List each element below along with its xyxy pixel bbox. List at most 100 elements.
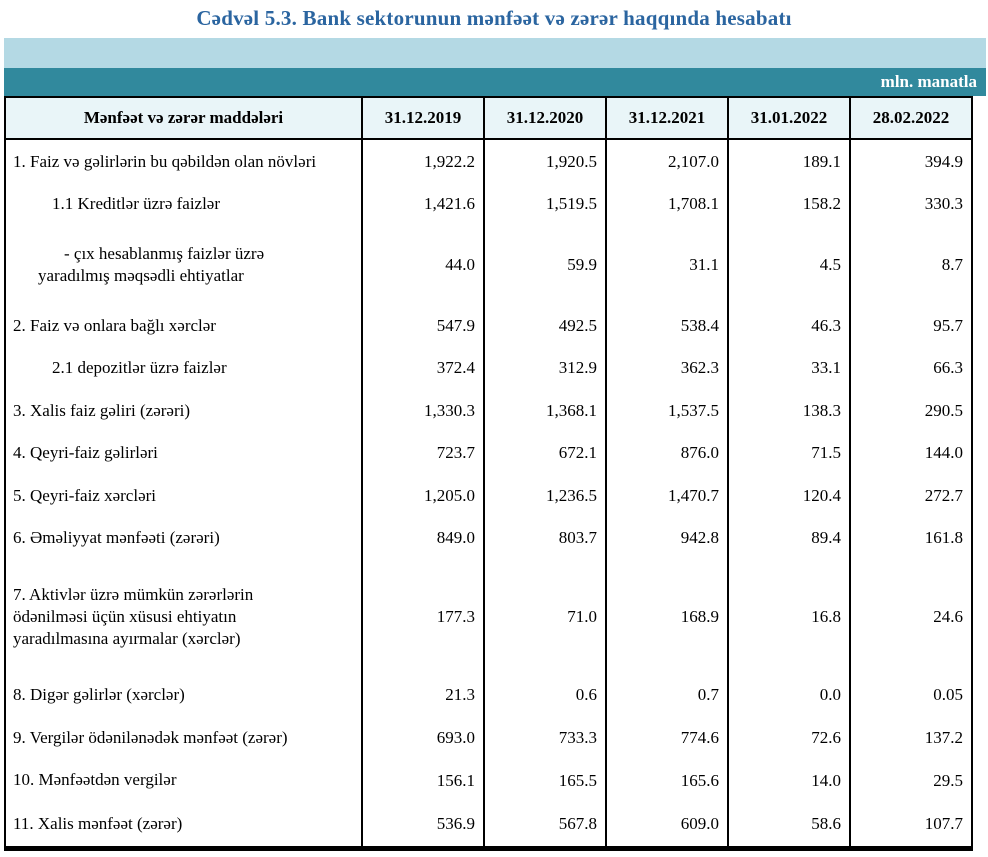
table-row: 3. Xalis faiz gəliri (zərəri) 1,330.3 1,36… [4, 389, 973, 432]
value-cell: 492.5 [483, 304, 607, 347]
value-cell: 330.3 [849, 183, 973, 226]
value-cell: 107.7 [849, 801, 973, 849]
value-cell: 156.1 [361, 759, 485, 802]
value-cell: 849.0 [361, 517, 485, 560]
table-row: 2. Faiz və onlara bağlı xərclər 547.9 492.… [4, 304, 973, 347]
value-cell: 394.9 [849, 139, 973, 184]
value-cell: 1,330.3 [361, 389, 485, 432]
value-cell: 372.4 [361, 346, 485, 390]
column-header-items: Mənfəət və zərər maddələri [4, 96, 363, 140]
top-light-band [4, 38, 986, 68]
value-cell: 72.6 [727, 716, 851, 760]
profit-loss-table: Mənfəət və zərər maddələri 31.12.2019 31.1… [4, 96, 973, 851]
unit-label: mln. manatla [880, 72, 977, 91]
value-cell: 672.1 [483, 431, 607, 475]
value-cell: 58.6 [727, 801, 851, 849]
value-cell: 1,368.1 [483, 389, 607, 432]
column-header-date: 31.01.2022 [727, 96, 851, 140]
value-cell: 1,236.5 [483, 474, 607, 518]
value-cell: 2,107.0 [605, 139, 729, 184]
table-row: 6. Əməliyyat mənfəəti (zərəri) 849.0 803.7… [4, 517, 973, 560]
value-cell: 189.1 [727, 139, 851, 184]
value-cell: 95.7 [849, 304, 973, 347]
value-cell: 1,922.2 [361, 139, 485, 184]
value-cell: 774.6 [605, 716, 729, 760]
value-cell: 165.5 [483, 759, 607, 802]
table-row: 1. Faiz və gəlirlərin bu qəbildən olan n… [4, 139, 973, 184]
table-row: 4. Qeyri-faiz gəlirləri 723.7 672.1 876.0 71… [4, 431, 973, 475]
row-label: 1. Faiz və gəlirlərin bu qəbildən olan n… [4, 139, 363, 184]
value-cell: 723.7 [361, 431, 485, 475]
table-row: 2.1 depozitlər üzrə faizlər 372.4 312.9 362… [4, 346, 973, 390]
row-label: 7. Aktivlər üzrə mümkün zərərlərin ödəni… [4, 559, 363, 675]
page-title: Cədvəl 5.3. Bank sektorunun mənfəət və z… [196, 6, 792, 30]
value-cell: 536.9 [361, 801, 485, 849]
value-cell: 547.9 [361, 304, 485, 347]
value-cell: 66.3 [849, 346, 973, 390]
value-cell: 8.7 [849, 225, 973, 305]
column-header-date: 31.12.2021 [605, 96, 729, 140]
column-header-date: 31.12.2020 [483, 96, 607, 140]
value-cell: 538.4 [605, 304, 729, 347]
value-cell: 29.5 [849, 759, 973, 802]
column-header-date: 31.12.2019 [361, 96, 485, 140]
row-label: 10. Mənfəətdən vergilər [4, 759, 363, 802]
value-cell: 120.4 [727, 474, 851, 518]
value-cell: 609.0 [605, 801, 729, 849]
row-label: 5. Qeyri-faiz xərcləri [4, 474, 363, 518]
value-cell: 1,205.0 [361, 474, 485, 518]
value-cell: 0.7 [605, 674, 729, 717]
table-header-row: Mənfəət və zərər maddələri 31.12.2019 31.1… [4, 96, 973, 140]
value-cell: 1,920.5 [483, 139, 607, 184]
value-cell: 14.0 [727, 759, 851, 802]
value-cell: 693.0 [361, 716, 485, 760]
unit-strip: mln. manatla [4, 68, 986, 96]
value-cell: 46.3 [727, 304, 851, 347]
value-cell: 0.6 [483, 674, 607, 717]
value-cell: 33.1 [727, 346, 851, 390]
table-row: 1.1 Kreditlər üzrə faizlər 1,421.6 1,519.5… [4, 183, 973, 226]
row-label: 8. Digər gəlirlər (xərclər) [4, 674, 363, 717]
value-cell: 161.8 [849, 517, 973, 560]
value-cell: 44.0 [361, 225, 485, 305]
value-cell: 803.7 [483, 517, 607, 560]
table-panel: mln. manatla Mənfəət və zərər maddələri 3… [4, 38, 986, 851]
row-label: 1.1 Kreditlər üzrə faizlər [4, 183, 363, 226]
row-label: 11. Xalis mənfəət (zərər) [4, 801, 363, 849]
value-cell: 138.3 [727, 389, 851, 432]
value-cell: 1,708.1 [605, 183, 729, 226]
row-label: - çıx hesablanmış faizlər üzrə yaradılmı… [4, 225, 363, 305]
table-row: 9. Vergilər ödənilənədək mənfəət (zərər)… [4, 716, 973, 760]
value-cell: 165.6 [605, 759, 729, 802]
value-cell: 59.9 [483, 225, 607, 305]
table-row: 10. Mənfəətdən vergilər 156.1 165.5 165.6 14… [4, 759, 973, 802]
table-row: 5. Qeyri-faiz xərcləri 1,205.0 1,236.5 1,47… [4, 474, 973, 518]
value-cell: 24.6 [849, 559, 973, 675]
value-cell: 1,537.5 [605, 389, 729, 432]
row-label: 3. Xalis faiz gəliri (zərəri) [4, 389, 363, 432]
value-cell: 31.1 [605, 225, 729, 305]
value-cell: 0.0 [727, 674, 851, 717]
value-cell: 21.3 [361, 674, 485, 717]
value-cell: 567.8 [483, 801, 607, 849]
value-cell: 168.9 [605, 559, 729, 675]
row-label: 9. Vergilər ödənilənədək mənfəət (zərər) [4, 716, 363, 760]
value-cell: 362.3 [605, 346, 729, 390]
value-cell: 144.0 [849, 431, 973, 475]
value-cell: 0.05 [849, 674, 973, 717]
column-header-date: 28.02.2022 [849, 96, 973, 140]
value-cell: 137.2 [849, 716, 973, 760]
row-label: 6. Əməliyyat mənfəəti (zərəri) [4, 517, 363, 560]
value-cell: 1,519.5 [483, 183, 607, 226]
row-label: 2. Faiz və onlara bağlı xərclər [4, 304, 363, 347]
value-cell: 1,421.6 [361, 183, 485, 226]
value-cell: 876.0 [605, 431, 729, 475]
value-cell: 71.0 [483, 559, 607, 675]
table-row: 8. Digər gəlirlər (xərclər) 21.3 0.6 0.7 0.0… [4, 674, 973, 717]
value-cell: 177.3 [361, 559, 485, 675]
value-cell: 290.5 [849, 389, 973, 432]
value-cell: 16.8 [727, 559, 851, 675]
value-cell: 312.9 [483, 346, 607, 390]
table-row: 7. Aktivlər üzrə mümkün zərərlərin ödəni… [4, 559, 973, 675]
value-cell: 942.8 [605, 517, 729, 560]
